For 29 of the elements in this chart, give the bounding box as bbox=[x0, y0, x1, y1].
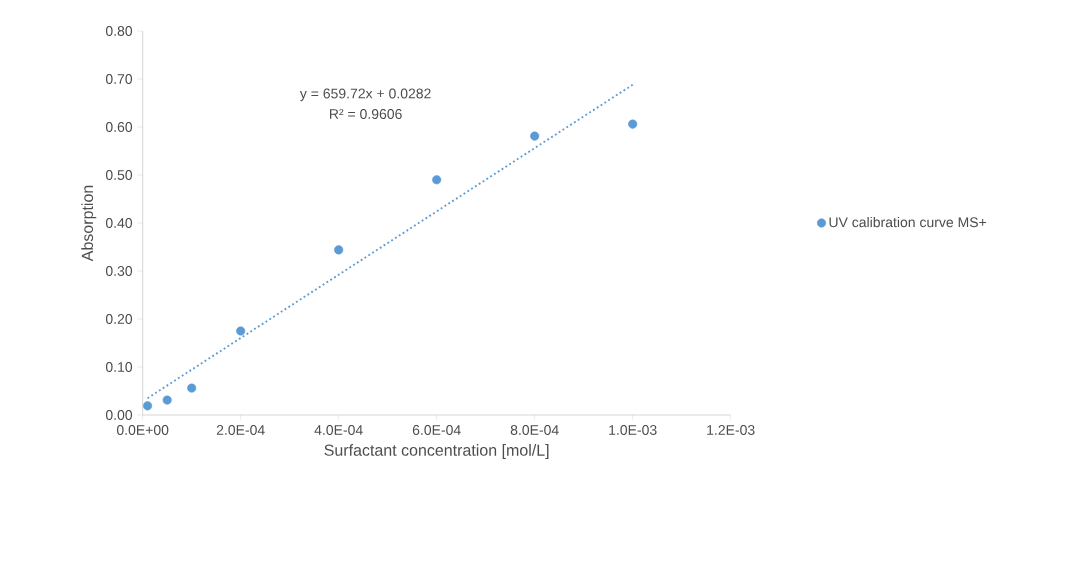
x-tick-label: 1.2E-03 bbox=[707, 425, 755, 435]
annotation: R² = 0.9606 bbox=[330, 109, 402, 120]
y-tick-label: 0.60 bbox=[105, 122, 133, 132]
x-tick-label: 0.0E+00 bbox=[116, 425, 169, 435]
y-tick-label: 0.30 bbox=[105, 266, 133, 276]
point bbox=[334, 245, 344, 255]
annotation: y = 659.72x + 0.0282 bbox=[299, 88, 431, 102]
y-tick-label: 0.80 bbox=[105, 26, 133, 36]
point bbox=[530, 131, 540, 141]
point bbox=[187, 383, 197, 393]
point bbox=[432, 175, 442, 185]
y-tick-label: 0.10 bbox=[105, 362, 133, 372]
legend-label: UV calibration curve MS+ bbox=[829, 216, 987, 228]
x-tick-label: 6.0E-04 bbox=[412, 425, 461, 435]
point bbox=[162, 395, 172, 405]
x-tick-label: 8.0E-04 bbox=[510, 425, 559, 435]
y-tick-label: 0.20 bbox=[105, 314, 133, 324]
y-tick-label: 0.70 bbox=[105, 74, 133, 84]
y-axis-title: Absorption bbox=[81, 185, 97, 262]
x-tick-label: 4.0E-04 bbox=[314, 425, 363, 435]
x-tick-label: 2.0E-04 bbox=[216, 425, 265, 435]
point bbox=[143, 401, 153, 411]
y-tick-label: 0.40 bbox=[105, 218, 133, 228]
point bbox=[236, 326, 246, 336]
x-tick-label: 1.0E-03 bbox=[609, 425, 657, 435]
point bbox=[628, 119, 638, 129]
y-tick-label: 0.50 bbox=[105, 170, 133, 180]
x-axis-title: Surfactant concentration [mol/L] bbox=[324, 444, 549, 460]
y-tick-label: 0.00 bbox=[105, 410, 133, 420]
